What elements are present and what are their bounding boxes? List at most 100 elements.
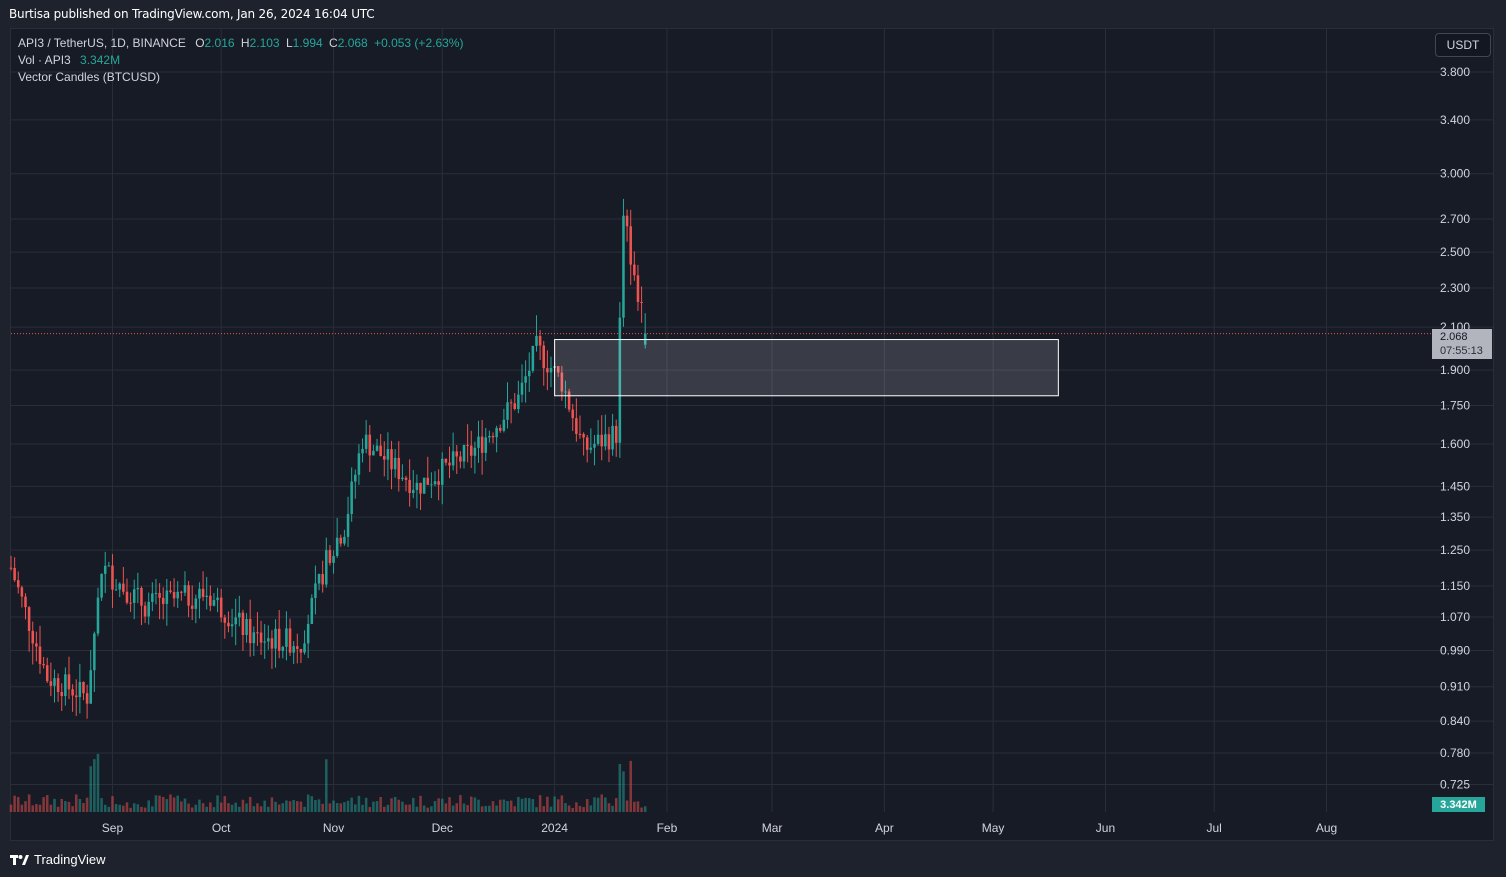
volume-bar xyxy=(361,804,364,812)
volume-bar xyxy=(524,797,527,812)
volume-bar xyxy=(386,804,390,812)
volume-bar xyxy=(241,799,245,812)
volume-bar xyxy=(488,805,491,812)
volume-bar xyxy=(368,807,372,812)
symbol-label[interactable]: API3 / TetherUS, 1D, BINANCE xyxy=(18,36,186,50)
x-tick-label: Sep xyxy=(102,821,124,835)
volume-bar xyxy=(527,798,531,812)
volume-bar xyxy=(93,759,96,812)
volume-bar xyxy=(633,801,636,812)
indicator-label[interactable]: Vector Candles (BTCUSD) xyxy=(18,70,161,84)
volume-bar xyxy=(448,797,451,812)
candle-body xyxy=(506,402,509,420)
volume-bar xyxy=(125,802,129,812)
candle-body xyxy=(531,345,535,371)
volume-bar xyxy=(430,806,433,812)
y-tick-label: 2.500 xyxy=(1440,245,1470,259)
candle-body xyxy=(361,448,364,454)
candle-body xyxy=(78,681,82,698)
volume-bar xyxy=(509,800,513,812)
candle-body xyxy=(176,591,179,599)
candle-body xyxy=(288,628,292,653)
candle-body xyxy=(227,622,230,627)
volume-bar xyxy=(172,797,176,812)
volume-bar xyxy=(520,798,524,812)
volume-bar xyxy=(96,753,100,812)
volume-bar xyxy=(263,800,266,812)
candle-body xyxy=(140,587,143,606)
low-value: 1.994 xyxy=(292,36,323,50)
volume-bar xyxy=(477,799,480,812)
volume-bar xyxy=(408,804,411,812)
volume-bar xyxy=(607,803,611,812)
candle-body xyxy=(600,434,603,447)
candle-body xyxy=(455,451,459,457)
volume-bar xyxy=(205,806,208,812)
candle-body xyxy=(426,477,430,485)
price-chart[interactable]: 3.8003.4003.0002.7002.5002.3002.1001.900… xyxy=(0,0,1506,843)
candle-body xyxy=(477,436,480,448)
candle-body xyxy=(96,597,100,634)
volume-bar xyxy=(85,797,89,812)
volume-bar xyxy=(13,795,16,812)
volume-bar xyxy=(575,802,578,812)
volume-bar xyxy=(433,801,437,812)
volume-bar xyxy=(495,805,498,812)
candle-body xyxy=(401,477,404,480)
candle-body xyxy=(172,591,176,599)
candle-body xyxy=(299,648,303,653)
tradingview-logo[interactable]: TradingView xyxy=(10,852,106,867)
y-tick-label: 1.150 xyxy=(1440,579,1470,593)
tradingview-logo-icon xyxy=(10,854,29,865)
candle-body xyxy=(611,425,614,450)
volume-bar xyxy=(198,799,201,812)
volume-bar xyxy=(45,795,49,812)
volume-bar xyxy=(643,806,647,812)
candle-body xyxy=(575,418,578,434)
volume-bar xyxy=(440,798,444,812)
volume-label[interactable]: Vol · API3 xyxy=(18,53,71,67)
candle-body xyxy=(459,456,462,462)
candle-body xyxy=(49,681,53,686)
volume-bar xyxy=(183,798,187,812)
volume-bar xyxy=(49,804,53,812)
volume-bar xyxy=(542,806,546,812)
volume-bar xyxy=(114,804,118,812)
volume-bar xyxy=(20,804,24,812)
candle-body xyxy=(542,345,546,369)
y-tick-label: 3.800 xyxy=(1440,65,1470,79)
currency-button[interactable]: USDT xyxy=(1435,33,1491,57)
volume-bar xyxy=(53,798,56,812)
candle-body xyxy=(513,403,517,410)
volume-bar xyxy=(256,803,259,812)
candle-body xyxy=(212,600,216,606)
y-tick-label: 1.350 xyxy=(1440,510,1470,524)
volume-bar xyxy=(187,803,190,812)
candle-body xyxy=(415,482,419,490)
candle-body xyxy=(67,674,71,690)
candle-body xyxy=(274,628,277,649)
candle-body xyxy=(614,425,618,443)
volume-bar xyxy=(107,806,111,812)
x-tick-label: Apr xyxy=(875,821,894,835)
volume-bar xyxy=(277,804,281,812)
candle-body xyxy=(607,434,611,450)
volume-bar xyxy=(422,805,426,812)
y-tick-label: 1.600 xyxy=(1440,437,1470,451)
volume-bar xyxy=(227,803,230,812)
publish-info: Burtisa published on TradingView.com, Ja… xyxy=(9,7,375,21)
volume-bar xyxy=(38,804,42,812)
candle-body xyxy=(368,434,372,456)
candle-body xyxy=(321,574,324,585)
candle-body xyxy=(335,537,339,556)
volume-bar xyxy=(89,766,92,812)
volume-bar xyxy=(459,795,462,812)
x-tick-label: Jun xyxy=(1096,821,1115,835)
chart-pane[interactable] xyxy=(10,28,1494,841)
volume-bar xyxy=(161,796,165,812)
candle-body xyxy=(259,632,263,643)
candle-body xyxy=(64,674,67,697)
candle-body xyxy=(16,580,20,588)
x-tick-label: Nov xyxy=(323,821,344,835)
candle-body xyxy=(488,435,491,438)
